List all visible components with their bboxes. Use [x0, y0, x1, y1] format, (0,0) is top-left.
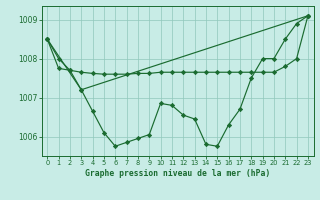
X-axis label: Graphe pression niveau de la mer (hPa): Graphe pression niveau de la mer (hPa): [85, 169, 270, 178]
